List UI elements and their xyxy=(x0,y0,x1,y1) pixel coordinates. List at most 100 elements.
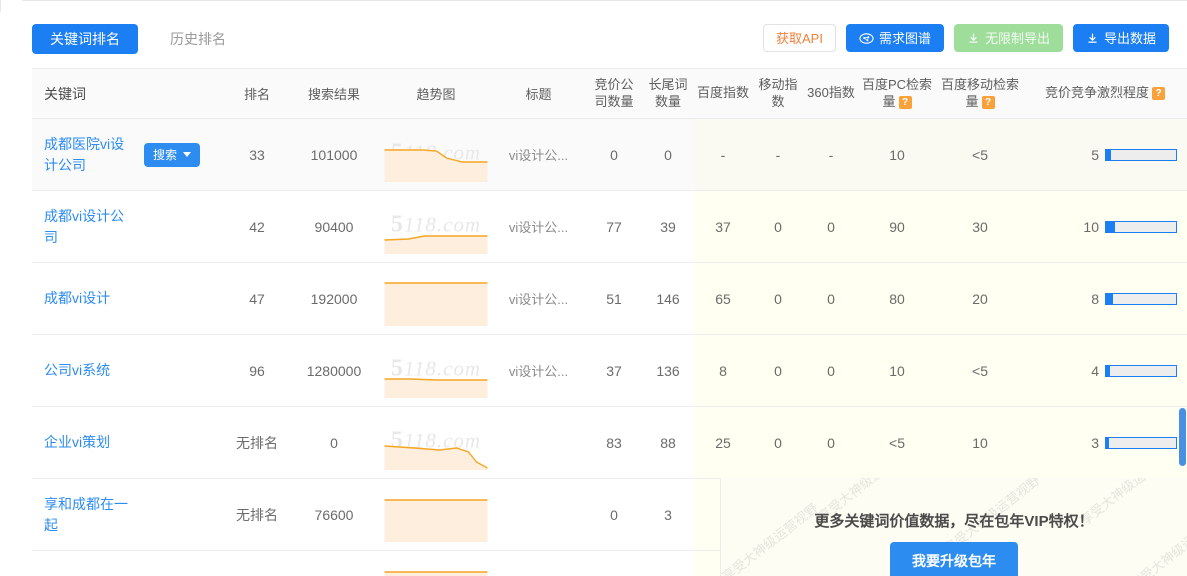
keyword-link[interactable]: 成都vi设计公司 xyxy=(44,208,125,245)
competition-bar-fill xyxy=(1106,221,1116,232)
help-icon[interactable]: ? xyxy=(898,95,912,109)
tab-keyword-ranking[interactable]: 关键词排名 xyxy=(32,24,138,54)
competition-value: 5 xyxy=(1091,146,1099,163)
cell-keyword: 享和成都在一起 xyxy=(32,478,228,551)
col-baidu-pc-volume[interactable]: 百度PC检索量? xyxy=(857,68,937,119)
cell-title: vi设计公... xyxy=(490,262,587,335)
tab-history-ranking[interactable]: 历史排名 xyxy=(170,31,226,47)
title-text: vi设计公... xyxy=(508,220,569,235)
cell-mobile-index: 0 xyxy=(751,262,805,335)
col-title[interactable]: 标题 xyxy=(490,68,587,119)
cell-title xyxy=(490,406,587,479)
cell-baidu-pc-volume: 10 xyxy=(857,118,937,191)
demand-graph-icon xyxy=(859,31,874,46)
cell-rank: 无排名 xyxy=(228,406,286,479)
toolbar: 关键词排名 历史排名 获取API 需求图谱 xyxy=(0,12,1187,68)
help-icon[interactable]: ? xyxy=(1152,87,1165,101)
keyword-link[interactable]: 成都医院vi设计公司 xyxy=(44,136,125,173)
keyword-link[interactable]: 企业vi策划 xyxy=(44,434,111,451)
search-dropdown-button[interactable]: 搜索 xyxy=(144,142,201,167)
col-rank[interactable]: 排名 xyxy=(228,68,286,119)
cell-baidu-pc-volume: <5 xyxy=(857,406,937,479)
table-row: 成都vi设计471920005118.comvi设计公...5114665008… xyxy=(32,262,1187,335)
export-data-label: 导出数据 xyxy=(1103,30,1156,46)
export-data-button[interactable]: 导出数据 xyxy=(1072,24,1169,52)
cell-long-tail-count: 3 xyxy=(641,478,695,551)
cell-trend-chart[interactable]: 5118.com xyxy=(382,550,490,576)
cell-title: vi设计公... xyxy=(490,190,587,263)
col-trend[interactable]: 趋势图 xyxy=(382,68,490,119)
col-mobile-index-label: 移动指数 xyxy=(758,77,798,109)
col-360-index[interactable]: 360指数 xyxy=(805,68,857,119)
keyword-table-container: 关键词 排名 搜索结果 趋势图 标题 竞价公司数量 长尾词数量 百度指数 xyxy=(32,68,1187,576)
get-api-button[interactable]: 获取API xyxy=(762,24,836,52)
cell-long-tail-count: 136 xyxy=(641,334,695,407)
cell-bid-company-count: 0 xyxy=(587,118,641,191)
help-icon[interactable]: ? xyxy=(981,95,995,109)
cell-baidu-pc-volume: 10 xyxy=(857,334,937,407)
cell-bid-competition: 5 xyxy=(1023,118,1187,191)
cell-360-index: 0 xyxy=(805,190,857,263)
keyword-link[interactable]: 成都vi设计 xyxy=(44,290,111,307)
cell-trend-chart[interactable]: 5118.com xyxy=(382,406,490,479)
col-long-tail-count[interactable]: 长尾词数量 xyxy=(641,68,695,119)
col-long-tail-count-label: 长尾词数量 xyxy=(648,77,688,109)
cell-rank: 96 xyxy=(228,334,286,407)
action-buttons: 获取API 需求图谱 xyxy=(762,24,1169,52)
table-body: 成都医院vi设计公司搜索331010005118.comvi设计公...00--… xyxy=(32,118,1187,576)
keyword-link[interactable]: 享和成都在一起 xyxy=(44,496,128,533)
cell-mobile-index: 0 xyxy=(751,334,805,407)
col-baidu-index[interactable]: 百度指数 xyxy=(695,68,751,119)
cell-trend-chart[interactable]: 5118.com xyxy=(382,262,490,335)
vertical-scrollbar-track[interactable] xyxy=(1179,0,1187,576)
col-mobile-index[interactable]: 移动指数 xyxy=(751,68,805,119)
trend-sparkline xyxy=(384,378,488,398)
col-bid-competition[interactable]: 竞价竞争激烈程度? xyxy=(1023,68,1187,119)
cell-trend-chart[interactable]: 5118.com xyxy=(382,334,490,407)
trend-sparkline xyxy=(384,149,488,182)
cell-search-results xyxy=(286,550,382,576)
cell-baidu-index: - xyxy=(695,118,751,191)
cell-trend-chart[interactable]: 5118.com xyxy=(382,118,490,191)
upgrade-annual-button[interactable]: 我要升级包年 xyxy=(890,542,1018,576)
keyword-link[interactable]: 公司vi系统 xyxy=(44,362,111,379)
cell-keyword: 成都vi设计 xyxy=(32,262,228,335)
col-keyword[interactable]: 关键词 xyxy=(32,68,228,119)
demand-graph-button[interactable]: 需求图谱 xyxy=(845,24,944,52)
cell-title xyxy=(490,550,587,576)
cell-bid-competition: 3 xyxy=(1023,406,1187,479)
competition-value: 10 xyxy=(1083,218,1099,235)
col-baidu-mobile-volume[interactable]: 百度移动检索量? xyxy=(937,68,1023,119)
cell-trend-chart[interactable]: 5118.com xyxy=(382,190,490,263)
col-bid-company-count-label: 竞价公司数量 xyxy=(594,77,634,109)
competition-value: 8 xyxy=(1091,290,1099,307)
vip-upgrade-overlay: 享受大神级运营视野 享受大神级运营视野 享受大神级运营视野 享受大神级运营视野 … xyxy=(720,478,1187,576)
vertical-scrollbar-thumb[interactable] xyxy=(1179,408,1186,466)
cell-baidu-index: 37 xyxy=(695,190,751,263)
cell-baidu-pc-volume: 80 xyxy=(857,262,937,335)
unlimited-export-button[interactable]: 无限制导出 xyxy=(953,24,1063,52)
cell-mobile-index: - xyxy=(751,118,805,191)
demand-graph-label: 需求图谱 xyxy=(878,30,931,46)
col-bid-company-count[interactable]: 竞价公司数量 xyxy=(587,68,641,119)
competition-bar xyxy=(1105,364,1177,377)
cell-baidu-mobile-volume: 30 xyxy=(937,190,1023,263)
cell-trend-chart[interactable]: 5118.com xyxy=(382,478,490,551)
competition-bar-fill xyxy=(1106,149,1111,160)
unlimited-export-label: 无限制导出 xyxy=(984,30,1050,46)
cell-long-tail-count xyxy=(641,550,695,576)
cell-mobile-index: 0 xyxy=(751,406,805,479)
cell-search-results: 101000 xyxy=(286,118,382,191)
download-icon xyxy=(1086,32,1099,45)
cell-long-tail-count: 0 xyxy=(641,118,695,191)
col-search-results[interactable]: 搜索结果 xyxy=(286,68,382,119)
cell-search-results: 1280000 xyxy=(286,334,382,407)
cell-long-tail-count: 146 xyxy=(641,262,695,335)
cell-title xyxy=(490,478,587,551)
cell-360-index: 0 xyxy=(805,262,857,335)
cell-bid-company-count: 0 xyxy=(587,478,641,551)
cell-bid-company-count: 77 xyxy=(587,190,641,263)
cell-baidu-index: 25 xyxy=(695,406,751,479)
keyword-table: 关键词 排名 搜索结果 趋势图 标题 竞价公司数量 长尾词数量 百度指数 xyxy=(32,68,1187,576)
